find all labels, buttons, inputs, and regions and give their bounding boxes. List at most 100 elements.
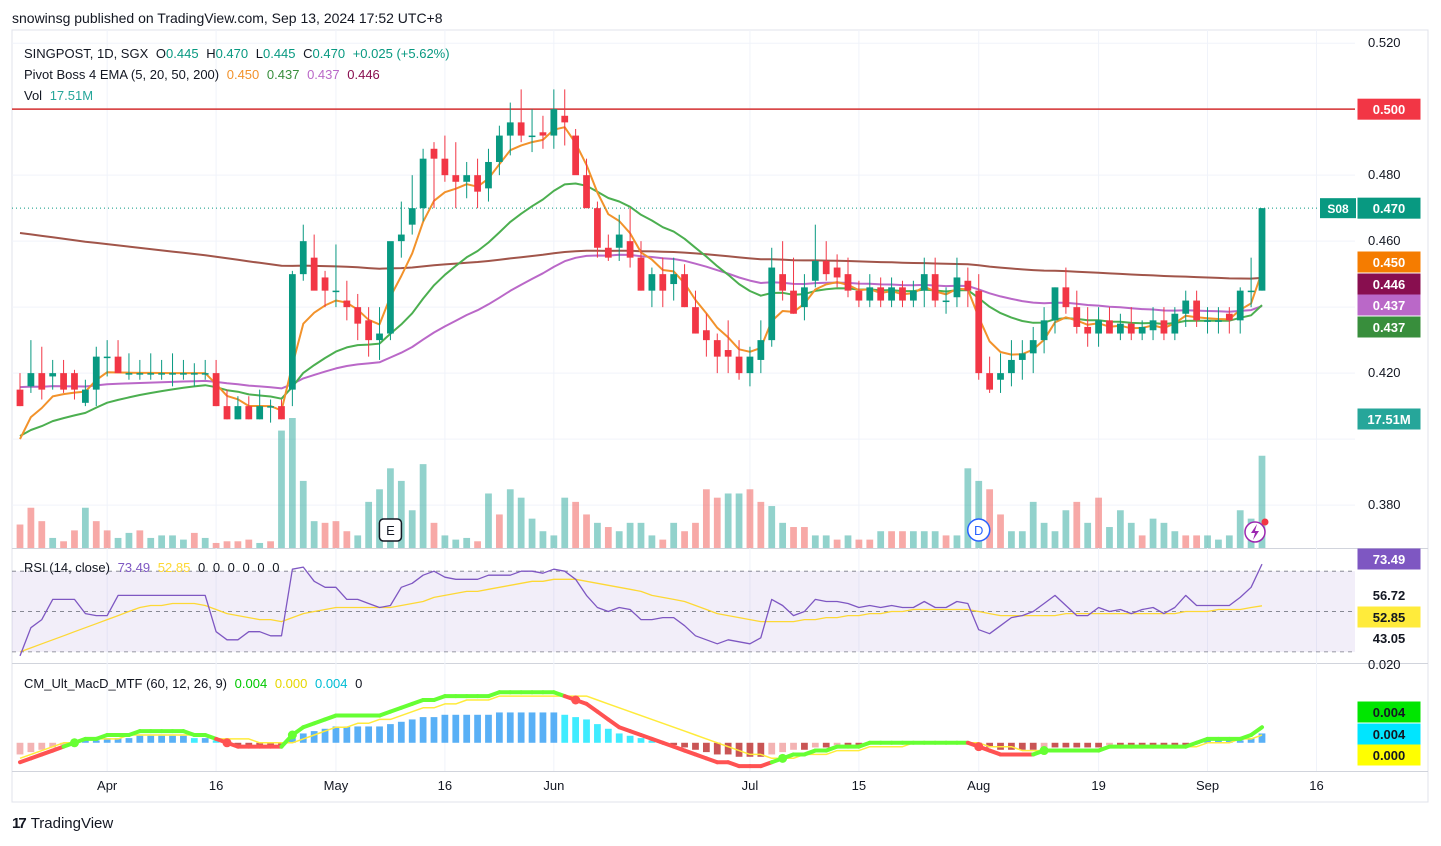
volume-bar <box>49 537 57 548</box>
macd-hist-bar <box>561 714 569 743</box>
macd-legend: CM_Ult_MacD_MTF (60, 12, 26, 9) 0.004 0.… <box>24 676 366 691</box>
candle <box>60 359 67 393</box>
candle-body <box>103 356 111 359</box>
macd-hist-bar <box>332 726 340 743</box>
candle-body <box>354 307 362 324</box>
volume-bar <box>310 521 318 548</box>
candle <box>648 267 656 308</box>
candle <box>256 389 264 420</box>
volume-bar <box>376 489 383 548</box>
dividend-marker-icon <box>966 518 991 542</box>
vol-value: 17.51M <box>49 88 94 103</box>
candle <box>201 359 209 380</box>
macd-hist-bar <box>528 712 536 743</box>
macd-hist-bar <box>38 742 46 750</box>
candle <box>561 89 569 146</box>
x-tick-3: 16 <box>438 778 452 793</box>
candle <box>1225 307 1233 334</box>
volume-bar <box>190 532 198 548</box>
candle <box>81 379 89 407</box>
macd-hist-bar <box>1215 740 1222 743</box>
macd-hist-bar <box>114 738 122 743</box>
candle-body <box>343 300 351 308</box>
rsi-legend: RSI (14, close) 73.49 52.85 0 0 0 0 0 0 <box>24 560 283 575</box>
volume-bar <box>528 518 536 548</box>
ohlc-c-label: C <box>303 46 313 61</box>
candle-body <box>790 290 797 314</box>
macd-cross-dot <box>287 730 297 740</box>
candle-body <box>60 373 67 390</box>
candle <box>550 89 558 149</box>
macd-cross-dot <box>974 742 984 752</box>
rsi-signal-line <box>19 578 1263 653</box>
volume-bar <box>223 541 231 548</box>
macd-hist-bar <box>1127 742 1135 746</box>
candle-body <box>604 247 612 258</box>
candle-body <box>866 287 874 301</box>
macd-cross-dot <box>778 753 788 763</box>
macd-hist-bar <box>92 740 100 743</box>
macd-hist-bar <box>550 712 558 743</box>
candle-body <box>1160 320 1168 334</box>
candle <box>92 346 100 407</box>
volume-bar <box>463 537 471 548</box>
publish-header: snowinsg published on TradingView.com, S… <box>12 10 443 26</box>
candle <box>430 142 438 209</box>
lightning-bolt-icon <box>1251 524 1259 540</box>
macd-badge-label-0: 0.004 <box>1373 705 1406 720</box>
rsi-zero-1: 0 <box>197 560 206 575</box>
candle <box>811 224 819 288</box>
tradingview-brand[interactable]: 17 TradingView <box>12 815 113 832</box>
macd-hist-bar <box>49 742 57 748</box>
candle <box>212 359 220 407</box>
macd-hist-bar <box>648 740 656 743</box>
candle-body <box>452 175 460 182</box>
candle <box>964 267 972 308</box>
macd-hist-bar <box>822 742 830 748</box>
macd-cross-dot <box>222 738 232 748</box>
candle <box>136 359 144 380</box>
macd-hist-bar <box>234 742 242 746</box>
macd-hist-bar <box>1204 740 1211 743</box>
candle-body <box>550 109 558 136</box>
price-badge-1 <box>1357 197 1421 219</box>
candle <box>997 353 1004 393</box>
macd-hist-bar <box>430 717 438 743</box>
candle <box>1084 307 1092 347</box>
candle <box>278 399 285 420</box>
volume-bar <box>768 506 776 548</box>
candle <box>1258 208 1266 291</box>
macd-hist-bar <box>147 735 155 743</box>
candle <box>1193 290 1201 327</box>
candle <box>114 340 122 374</box>
volume-bar <box>234 541 242 548</box>
candle-body <box>801 287 808 308</box>
candle-body <box>321 277 329 291</box>
candle <box>1116 313 1124 341</box>
price-badge-2 <box>1357 251 1421 273</box>
ohlc-o-value: 0.445 <box>166 46 199 61</box>
volume-bar <box>1051 531 1059 548</box>
candle-body <box>626 241 634 258</box>
rsi-badge-0 <box>1357 548 1421 570</box>
candle-body <box>964 280 972 291</box>
macd-hist-bar <box>1225 740 1233 743</box>
macd-hist-bar <box>1182 742 1190 746</box>
volume-bar <box>1073 501 1081 548</box>
macd-hist-bar <box>735 742 743 757</box>
candle-body <box>517 122 525 136</box>
candle-body <box>648 274 656 291</box>
volume-bar <box>495 514 503 548</box>
candle-body <box>899 287 906 301</box>
macd-badge-0 <box>1357 701 1421 723</box>
price-tick-4: 0.380 <box>1368 497 1401 512</box>
macd-hist-bar <box>60 742 67 746</box>
x-tick-0: Apr <box>97 778 118 793</box>
candle-body <box>1127 323 1135 334</box>
candle <box>1215 307 1222 334</box>
volume-bar <box>169 535 176 548</box>
macd-hist-bar <box>27 742 35 753</box>
x-tick-1: 16 <box>209 778 223 793</box>
volume-bar <box>757 501 765 548</box>
